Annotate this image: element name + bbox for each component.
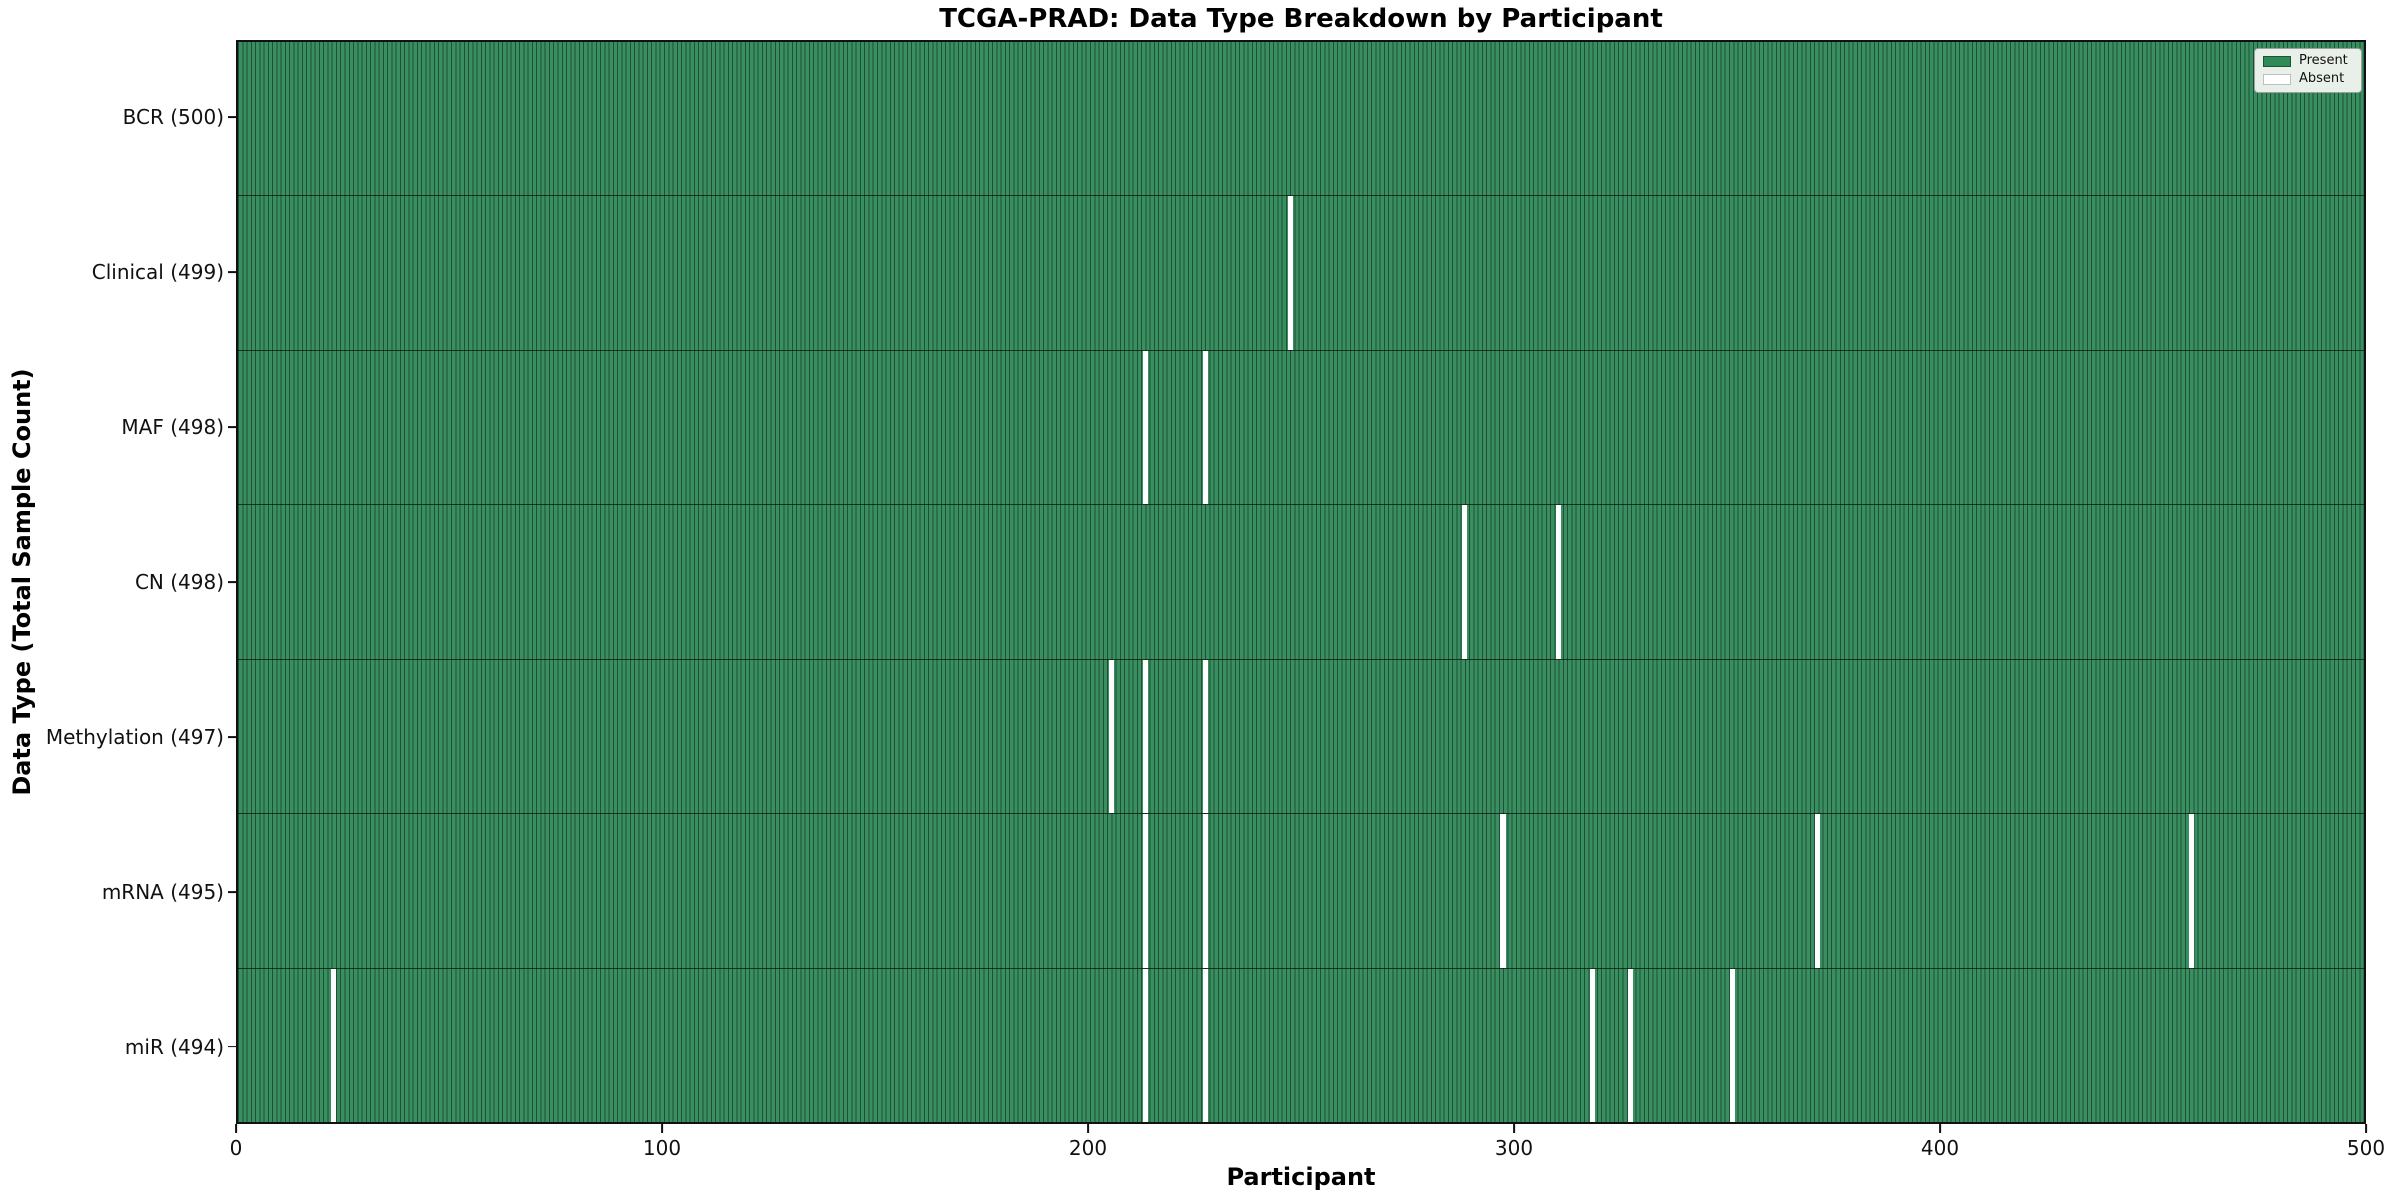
absent-gap bbox=[1555, 505, 1561, 659]
plot-area bbox=[236, 40, 2366, 1124]
heatmap-row bbox=[238, 659, 2364, 815]
y-tick-mark bbox=[228, 426, 236, 429]
absent-gap bbox=[331, 968, 337, 1122]
heatmap-row bbox=[238, 814, 2364, 969]
legend-item-present: Present bbox=[2263, 53, 2353, 68]
heatmap-row bbox=[238, 42, 2364, 197]
y-tick-mark bbox=[228, 581, 236, 583]
absent-gap bbox=[1202, 659, 1208, 814]
absent-gap bbox=[1202, 350, 1208, 505]
y-tick-label: MAF (498) bbox=[121, 415, 224, 440]
legend-item-absent: Absent bbox=[2263, 71, 2353, 87]
x-tick-marks bbox=[235, 1124, 2367, 1133]
x-tick-mark bbox=[1939, 1124, 1941, 1133]
y-tick-label: BCR (500) bbox=[122, 105, 224, 130]
x-tick-label: 400 bbox=[1920, 1136, 1960, 1160]
absent-gap bbox=[1202, 968, 1208, 1122]
x-axis-label: Participant bbox=[1226, 1163, 1376, 1191]
present-swatch-icon bbox=[2263, 55, 2291, 67]
absent-gap bbox=[1202, 814, 1208, 968]
y-tick-labels: BCR (500) Clinical (499) MAF (498) CN (498)… bbox=[0, 40, 224, 1124]
absent-gap bbox=[1729, 968, 1736, 1122]
absent-gap bbox=[1500, 814, 1506, 968]
y-tick-marks bbox=[228, 40, 236, 1124]
absent-gap bbox=[1814, 814, 1821, 968]
y-tick-mark bbox=[228, 116, 236, 119]
heatmap-row bbox=[238, 196, 2364, 351]
x-tick-mark bbox=[661, 1124, 663, 1133]
absent-gap bbox=[1589, 968, 1595, 1122]
heatmap-row bbox=[238, 350, 2364, 506]
absent-gap bbox=[1109, 659, 1115, 814]
x-tick-mark bbox=[2365, 1124, 2367, 1133]
absent-gap bbox=[1143, 814, 1149, 968]
y-tick-label: Methylation (497) bbox=[45, 724, 224, 749]
heatmap-row bbox=[238, 968, 2364, 1122]
absent-swatch-icon bbox=[2263, 73, 2291, 85]
x-tick-mark bbox=[1513, 1124, 1515, 1133]
x-tick-mark bbox=[235, 1124, 237, 1133]
absent-gap bbox=[1143, 968, 1149, 1122]
x-tick-label: 0 bbox=[229, 1136, 243, 1160]
x-tick-labels: 0 100 200 300 400 500 bbox=[230, 1136, 2385, 1160]
chart-title: TCGA-PRAD: Data Type Breakdown by Partic… bbox=[939, 4, 1663, 34]
y-tick-label: mRNA (495) bbox=[101, 879, 224, 904]
absent-gap bbox=[1143, 350, 1149, 505]
absent-gap bbox=[1287, 196, 1293, 350]
heatmap-row bbox=[238, 505, 2364, 660]
legend-label-absent: Absent bbox=[2299, 71, 2345, 87]
x-tick-label: 500 bbox=[2346, 1136, 2386, 1160]
x-tick-label: 100 bbox=[642, 1136, 682, 1160]
x-tick-label: 200 bbox=[1068, 1136, 1108, 1160]
y-tick-mark bbox=[228, 1045, 236, 1048]
x-tick-mark bbox=[1087, 1124, 1089, 1133]
y-tick-mark bbox=[228, 735, 236, 738]
absent-gap bbox=[1627, 968, 1634, 1122]
absent-gap bbox=[1462, 505, 1468, 659]
y-tick-label: CN (498) bbox=[134, 570, 224, 594]
y-tick-mark bbox=[228, 271, 236, 274]
absent-gap bbox=[2189, 814, 2195, 968]
y-tick-mark bbox=[228, 890, 236, 893]
x-tick-label: 300 bbox=[1494, 1136, 1534, 1160]
legend-label-present: Present bbox=[2299, 53, 2348, 68]
legend: Present Absent bbox=[2254, 48, 2362, 93]
y-tick-label: miR (494) bbox=[124, 1034, 224, 1059]
absent-gap bbox=[1143, 659, 1149, 814]
y-tick-label: Clinical (499) bbox=[91, 260, 224, 285]
